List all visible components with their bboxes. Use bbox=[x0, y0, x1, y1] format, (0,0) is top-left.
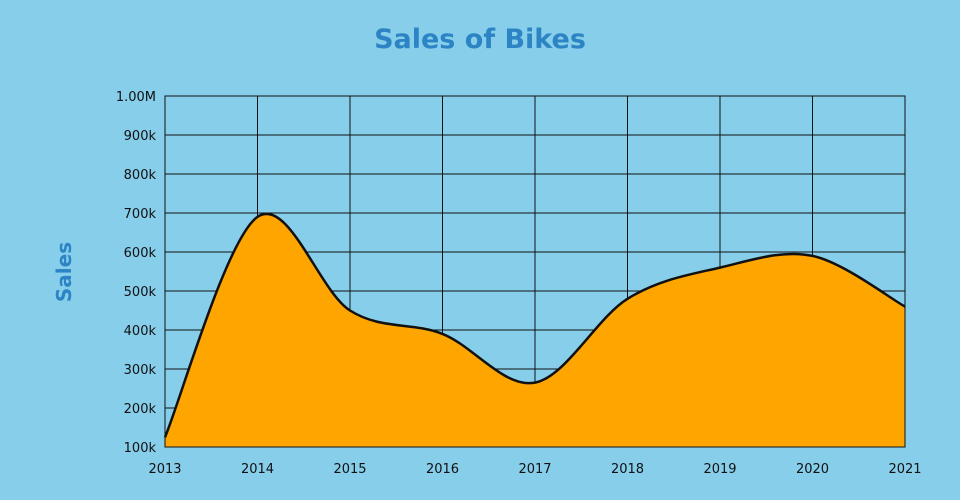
y-tick-label: 500k bbox=[124, 285, 157, 300]
x-tick-label: 2014 bbox=[241, 462, 274, 477]
y-tick-label: 700k bbox=[124, 207, 157, 222]
y-tick-label: 200k bbox=[124, 402, 157, 417]
x-tick-label: 2013 bbox=[148, 462, 181, 477]
y-tick-label: 600k bbox=[124, 246, 157, 261]
series-line bbox=[163, 212, 906, 438]
y-tick-label: 800k bbox=[124, 168, 157, 183]
x-tick-label: 2018 bbox=[611, 462, 644, 477]
y-tick-label: 400k bbox=[124, 324, 157, 339]
x-tick-label: 2016 bbox=[426, 462, 459, 477]
x-tick-label: 2020 bbox=[796, 462, 829, 477]
x-tick-label: 2017 bbox=[518, 462, 551, 477]
y-tick-label: 100k bbox=[124, 441, 157, 456]
y-tick-label: 900k bbox=[124, 129, 157, 144]
x-tick-label: 2021 bbox=[888, 462, 921, 477]
x-tick-label: 2015 bbox=[333, 462, 366, 477]
y-tick-labels: 100k 200k 300k 400k 500k 600k 700k 800k 900k 1.00… bbox=[116, 90, 157, 456]
chart-title: Sales of Bikes bbox=[374, 24, 586, 55]
y-tick-label: 300k bbox=[124, 363, 157, 378]
x-tick-labels: 2013 2014 2015 2016 2017 2018 2019 2020 2021 bbox=[148, 462, 921, 477]
area-fill bbox=[165, 213, 905, 447]
x-tick-label: 2019 bbox=[703, 462, 736, 477]
plot-frame bbox=[164, 95, 906, 448]
y-tick-label: 1.00M bbox=[116, 90, 156, 105]
